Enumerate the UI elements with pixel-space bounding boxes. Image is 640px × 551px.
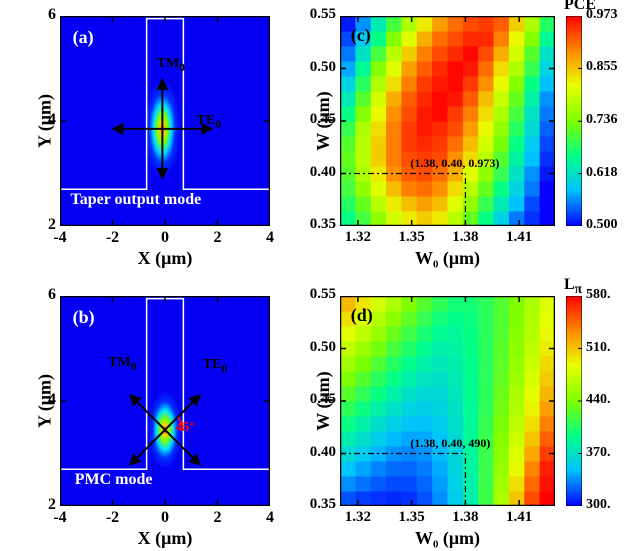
panel-tag-b: (b) bbox=[73, 307, 95, 328]
panel-tag-c: (c) bbox=[351, 25, 371, 46]
inset-label-a: Taper output mode bbox=[71, 191, 202, 209]
ylabel-b: Y (μm) bbox=[35, 374, 56, 428]
panel-d: 1.321.351.381.410.350.400.450.500.55W₀ (… bbox=[340, 296, 555, 506]
xlabel-c: W₀ (μm) bbox=[415, 248, 480, 269]
inset-label-b: PMC mode bbox=[75, 471, 153, 489]
figure-root: -4-2024246X (μm)Y (μm)(a)TE0TM0Taper out… bbox=[0, 0, 640, 551]
colorbar-title-d: Lπ bbox=[564, 276, 582, 297]
ylabel-a: Y (μm) bbox=[35, 94, 56, 148]
ylabel-d: W (μm) bbox=[313, 371, 334, 430]
panel-b: -4-2024246X (μm)Y (μm)(b)TE0TM045°PMC mo… bbox=[60, 296, 270, 506]
panel-c: 1.321.351.381.410.350.400.450.500.55W₀ (… bbox=[340, 16, 555, 226]
panel-a: -4-2024246X (μm)Y (μm)(a)TE0TM0Taper out… bbox=[60, 16, 270, 226]
panel-tag-a: (a) bbox=[73, 27, 94, 48]
colorbar-d: 300.370.440.510.580. bbox=[566, 296, 582, 506]
marker-label-c: (1.38, 0.40, 0.973) bbox=[410, 156, 499, 171]
panel-tag-d: (d) bbox=[351, 305, 373, 326]
xlabel-b: X (μm) bbox=[138, 528, 193, 549]
colorbar-title-c: PCE bbox=[564, 0, 596, 14]
xlabel-d: W₀ (μm) bbox=[415, 528, 480, 549]
ylabel-c: W (μm) bbox=[313, 91, 334, 150]
marker-label-d: (1.38, 0.40, 490) bbox=[410, 436, 490, 451]
xlabel-a: X (μm) bbox=[138, 248, 193, 269]
colorbar-c: 0.5000.6180.7360.8550.973 bbox=[566, 16, 582, 226]
